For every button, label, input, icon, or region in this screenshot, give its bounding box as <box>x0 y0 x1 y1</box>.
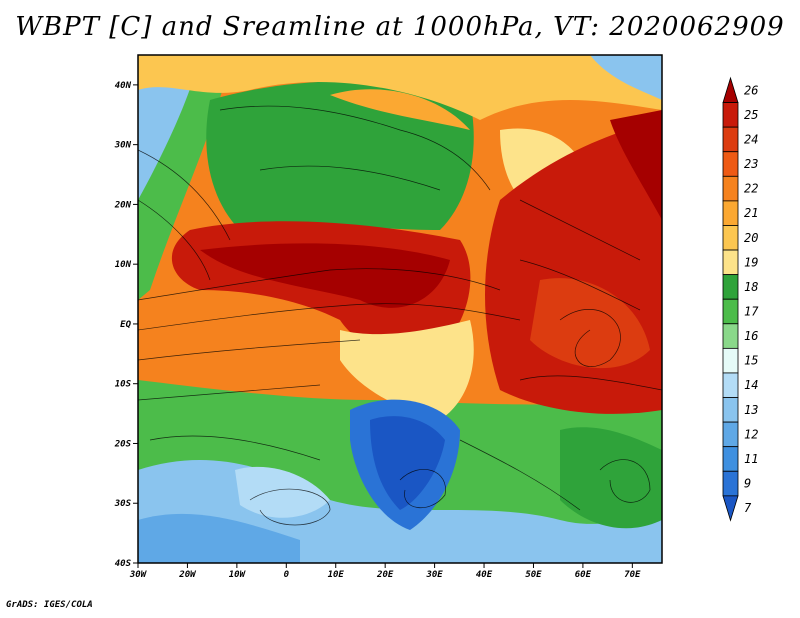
colorbar-swatch <box>722 102 739 128</box>
lon-label: 60E <box>575 570 592 580</box>
lat-label: EQ <box>120 320 131 330</box>
colorbar-swatch <box>722 372 739 398</box>
colorbar-swatch <box>722 274 739 300</box>
colorbar-swatch <box>722 470 739 497</box>
lon-label: 30E <box>425 570 443 580</box>
colorbar-swatch <box>722 323 739 349</box>
colorbar-swatch <box>722 225 739 251</box>
colorbar-label: 13 <box>744 403 758 417</box>
colorbar-swatch <box>722 200 739 226</box>
lat-label: 20N <box>114 200 132 210</box>
colorbar-swatch <box>722 151 739 177</box>
lon-label: 20E <box>376 570 394 580</box>
colorbar-label: 15 <box>744 354 758 368</box>
map-frame <box>137 54 663 564</box>
lat-label: 30N <box>114 141 132 151</box>
colorbar-label: 25 <box>744 108 758 122</box>
colorbar-swatch <box>722 421 739 448</box>
colorbar-swatch <box>722 347 739 374</box>
map-title: WBPT [C] and Sreamline at 1000hPa, VT: 2… <box>15 12 785 42</box>
lat-label: 30S <box>114 499 132 509</box>
colorbar: 26 25 24 23 22 21 20 19 18 17 16 15 14 13 12 11 9 7 <box>722 76 759 522</box>
lat-label: 40N <box>115 81 132 91</box>
streamlines <box>138 105 662 526</box>
lon-label: 70E <box>624 570 641 580</box>
colorbar-label: 14 <box>744 378 758 392</box>
lon-label: 10W <box>229 570 247 580</box>
colorbar-swatch <box>722 298 739 325</box>
colorbar-swatch <box>722 126 739 153</box>
wbpt-field <box>138 55 662 563</box>
lon-label: 20W <box>178 570 197 580</box>
colorbar-label: 23 <box>744 157 758 171</box>
lon-label: 50E <box>525 570 542 580</box>
colorbar-label: 9 <box>744 477 751 491</box>
colorbar-swatch <box>722 175 739 202</box>
colorbar-label: 24 <box>744 132 758 146</box>
lat-label: 20S <box>114 439 132 449</box>
colorbar-bottom-arrow <box>722 495 739 522</box>
lat-label: 10S <box>115 380 132 390</box>
lat-label: 40S <box>115 559 132 569</box>
credit-label: GrADS: IGES/COLA <box>6 600 93 610</box>
colorbar-label: 17 <box>744 305 759 319</box>
lon-label: 10E <box>328 570 345 580</box>
colorbar-swatch <box>722 446 739 472</box>
colorbar-top-arrow <box>722 76 739 103</box>
colorbar-label: 12 <box>744 427 758 441</box>
latitude-labels: 40N 30N 20N 10N EQ 10S 20S 30S 40S <box>114 81 138 569</box>
colorbar-label: 11 <box>744 452 758 466</box>
lat-label: 10N <box>115 260 132 270</box>
lon-label: 0 <box>284 570 290 580</box>
colorbar-label: 16 <box>744 329 758 343</box>
colorbar-swatch <box>722 249 739 276</box>
colorbar-label: 21 <box>744 206 758 220</box>
colorbar-swatch <box>722 397 739 423</box>
lon-label: 30W <box>129 570 148 580</box>
colorbar-label: 19 <box>744 255 758 269</box>
colorbar-label: 20 <box>744 231 758 245</box>
colorbar-label: 26 <box>744 83 758 97</box>
colorbar-label: 18 <box>744 280 758 294</box>
longitude-labels: 30W 20W 10W 0 10E 20E 30E 40E 50E 60E 70E <box>129 563 641 580</box>
lon-label: 40E <box>476 570 493 580</box>
colorbar-label: 22 <box>744 182 758 196</box>
colorbar-label: 7 <box>744 501 752 515</box>
